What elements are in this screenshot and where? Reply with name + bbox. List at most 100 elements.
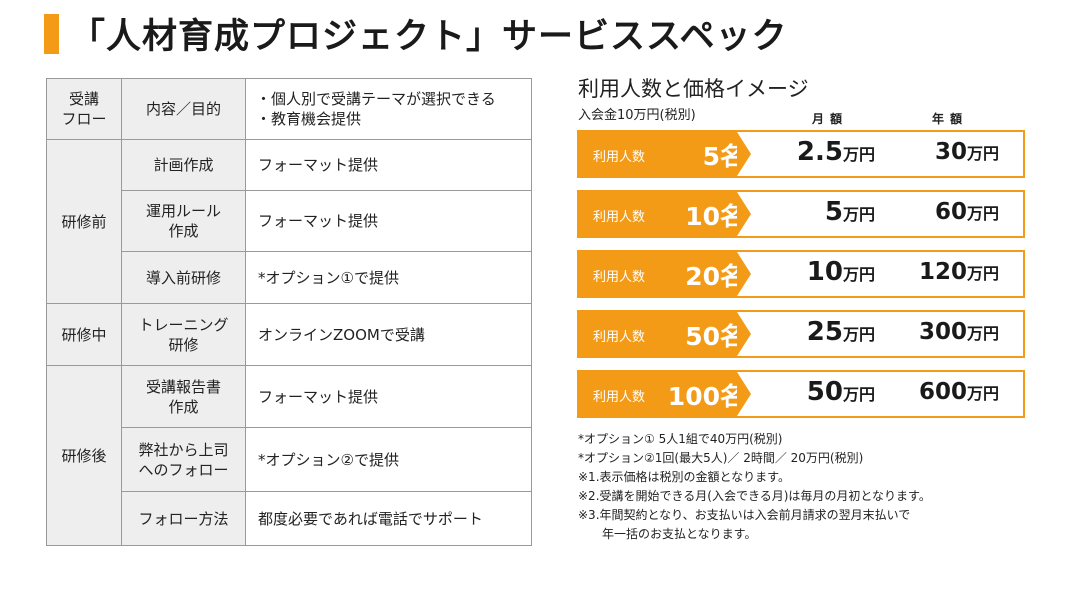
header-content: 内容／目的 xyxy=(121,78,246,140)
arrow-shape xyxy=(737,372,751,416)
row-detail: オンラインZOOMで受講 xyxy=(245,303,532,366)
user-count-label: 利用人数 xyxy=(593,390,646,405)
user-count-value: 5 xyxy=(702,142,720,171)
group-post-training: 研修後 xyxy=(46,365,122,546)
annual-column-header: 年額 xyxy=(932,112,969,126)
user-count-label: 利用人数 xyxy=(593,270,646,285)
row-item: 計画作成 xyxy=(121,139,246,191)
arrow-shape xyxy=(737,252,751,296)
arrow-shape xyxy=(737,132,751,176)
user-count: 5名 xyxy=(635,137,745,173)
annual-price: 120万円 xyxy=(879,259,999,285)
user-count: 20名 xyxy=(635,257,745,293)
row-item: 導入前研修 xyxy=(121,251,246,304)
annual-price-unit: 万円 xyxy=(966,384,999,403)
row-detail: フォーマット提供 xyxy=(245,190,532,252)
user-count: 50名 xyxy=(635,317,745,353)
footnote: 年一括のお支払となります。 xyxy=(602,527,757,541)
annual-price: 30万円 xyxy=(879,139,999,165)
monthly-column-header: 月額 xyxy=(812,112,849,126)
user-count: 100名 xyxy=(635,377,745,413)
monthly-price-value: 5 xyxy=(824,197,843,227)
row-detail: フォーマット提供 xyxy=(245,139,532,191)
annual-price: 300万円 xyxy=(879,319,999,345)
arrow-shape xyxy=(737,312,751,356)
page-title: 「人材育成プロジェクト」サービススペック xyxy=(70,16,788,57)
footnotes: *オプション① 5人1組で40万円(税別) *オプション②1回(最大5人)／ 2… xyxy=(578,430,931,544)
table-row: 導入前研修 *オプション①で提供 xyxy=(47,251,532,304)
footnote: *オプション②1回(最大5人)／ 2時間／ 20万円(税別) xyxy=(578,451,864,465)
monthly-price: 50万円 xyxy=(759,377,875,407)
table-row: 弊社から上司 へのフォロー *オプション②で提供 xyxy=(47,427,532,492)
row-detail: 都度必要であれば電話でサポート xyxy=(245,491,532,546)
monthly-price-value: 2.5 xyxy=(796,137,843,167)
annual-price-unit: 万円 xyxy=(966,324,999,343)
annual-price: 60万円 xyxy=(879,199,999,225)
user-count-label: 利用人数 xyxy=(593,210,646,225)
row-detail: *オプション②で提供 xyxy=(245,427,532,492)
monthly-price: 10万円 xyxy=(759,257,875,287)
monthly-price-value: 50 xyxy=(806,377,843,407)
service-spec-table: 受講 フロー 内容／目的 ・個人別で受講テーマが選択できる ・教育機会提供 研修… xyxy=(46,78,532,546)
group-mid-training: 研修中 xyxy=(46,303,122,366)
user-count-tag: 利用人数 5名 xyxy=(579,132,745,176)
group-pre-training: 研修前 xyxy=(46,139,122,304)
row-item: 運用ルール 作成 xyxy=(121,190,246,252)
row-detail: *オプション①で提供 xyxy=(245,251,532,304)
user-count-value: 20 xyxy=(685,262,720,291)
header-purpose: ・個人別で受講テーマが選択できる ・教育機会提供 xyxy=(245,78,532,140)
user-count-tag: 利用人数 10名 xyxy=(579,192,745,236)
table-row: 研修後 受講報告書 作成 フォーマット提供 xyxy=(46,365,532,546)
annual-price-value: 300 xyxy=(918,319,967,345)
annual-price-value: 30 xyxy=(934,139,967,165)
table-row: 研修前 計画作成 フォーマット提供 xyxy=(46,139,532,304)
row-item: 弊社から上司 へのフォロー xyxy=(121,427,246,492)
row-detail: フォーマット提供 xyxy=(245,365,532,428)
table-header-row: 受講 フロー 内容／目的 ・個人別で受講テーマが選択できる ・教育機会提供 xyxy=(46,78,532,140)
price-row: 利用人数 50名 25万円 300万円 xyxy=(577,310,1025,358)
footnote: ※3.年間契約となり、お支払いは入会前月請求の翌月末払いで xyxy=(578,508,911,522)
row-item: トレーニング 研修 xyxy=(121,303,246,366)
annual-price-unit: 万円 xyxy=(966,204,999,223)
user-count-label: 利用人数 xyxy=(593,330,646,345)
monthly-price-value: 25 xyxy=(806,317,843,347)
user-count-tag: 利用人数 100名 xyxy=(579,372,745,416)
user-count-value: 100 xyxy=(667,382,720,411)
table-row: 研修中 トレーニング 研修 オンラインZOOMで受講 xyxy=(46,303,532,366)
monthly-price-unit: 万円 xyxy=(842,325,875,344)
annual-price-value: 60 xyxy=(934,199,967,225)
user-count-value: 10 xyxy=(685,202,720,231)
monthly-price-unit: 万円 xyxy=(842,205,875,224)
pricing-title: 利用人数と価格イメージ xyxy=(578,77,809,101)
annual-price-unit: 万円 xyxy=(966,264,999,283)
annual-price-value: 120 xyxy=(918,259,967,285)
annual-price: 600万円 xyxy=(879,379,999,405)
price-row: 利用人数 20名 10万円 120万円 xyxy=(577,250,1025,298)
monthly-price-unit: 万円 xyxy=(842,385,875,404)
price-row: 利用人数 10名 5万円 60万円 xyxy=(577,190,1025,238)
row-item: 受講報告書 作成 xyxy=(121,365,246,428)
user-count-tag: 利用人数 20名 xyxy=(579,252,745,296)
monthly-price: 2.5万円 xyxy=(759,137,875,167)
footnote: ※1.表示価格は税別の金額となります。 xyxy=(578,470,790,484)
user-count-value: 50 xyxy=(685,322,720,351)
footnote: *オプション① 5人1組で40万円(税別) xyxy=(578,432,783,446)
annual-price-unit: 万円 xyxy=(966,144,999,163)
monthly-price-unit: 万円 xyxy=(842,145,875,164)
user-count-label: 利用人数 xyxy=(593,150,646,165)
monthly-price-value: 10 xyxy=(806,257,843,287)
monthly-price-unit: 万円 xyxy=(842,265,875,284)
user-count: 10名 xyxy=(635,197,745,233)
enrollment-fee-note: 入会金10万円(税別) xyxy=(578,108,696,123)
table-row: 運用ルール 作成 フォーマット提供 xyxy=(47,190,532,252)
row-item: フォロー方法 xyxy=(121,491,246,546)
price-row: 利用人数 5名 2.5万円 30万円 xyxy=(577,130,1025,178)
header-flow: 受講 フロー xyxy=(46,78,122,140)
footnote: ※2.受講を開始できる月(入会できる月)は毎月の月初となります。 xyxy=(578,489,931,503)
user-count-tag: 利用人数 50名 xyxy=(579,312,745,356)
title-accent-bar xyxy=(44,14,59,54)
price-row: 利用人数 100名 50万円 600万円 xyxy=(577,370,1025,418)
arrow-shape xyxy=(737,192,751,236)
monthly-price: 25万円 xyxy=(759,317,875,347)
table-row: フォロー方法 都度必要であれば電話でサポート xyxy=(47,491,532,546)
